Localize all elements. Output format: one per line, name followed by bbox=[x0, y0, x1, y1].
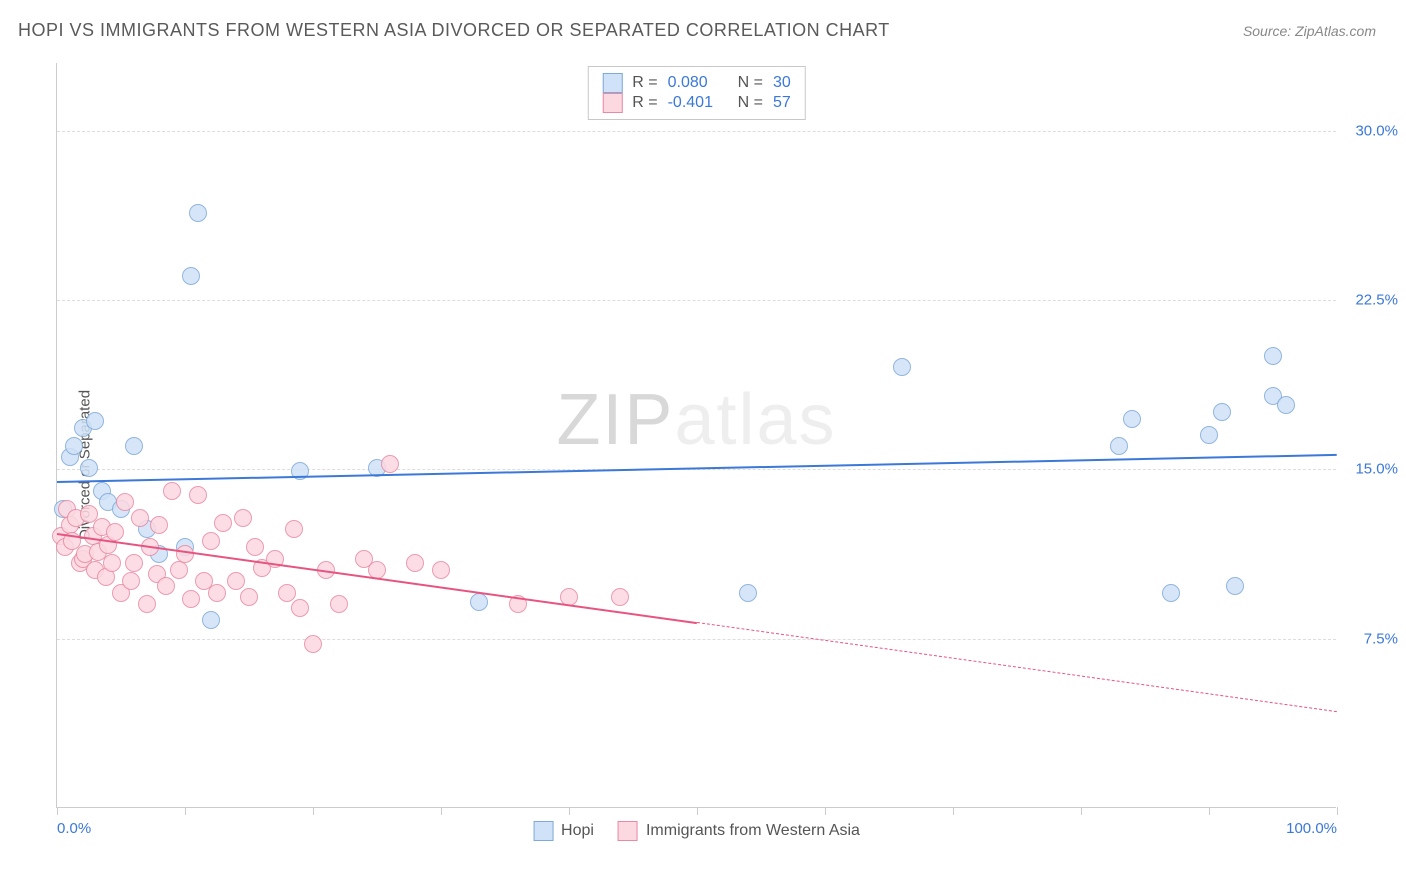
data-point bbox=[381, 455, 399, 473]
data-point bbox=[214, 514, 232, 532]
legend-swatch bbox=[618, 821, 638, 841]
data-point bbox=[189, 204, 207, 222]
y-tick-label: 30.0% bbox=[1355, 122, 1398, 139]
r-label: R = bbox=[632, 74, 657, 92]
x-tick bbox=[57, 807, 58, 815]
data-point bbox=[1264, 347, 1282, 365]
data-point bbox=[125, 554, 143, 572]
gridline bbox=[57, 300, 1336, 301]
data-point bbox=[246, 538, 264, 556]
x-tick bbox=[697, 807, 698, 815]
data-point bbox=[106, 523, 124, 541]
r-label: R = bbox=[632, 94, 657, 112]
data-point bbox=[406, 554, 424, 572]
y-tick-label: 7.5% bbox=[1364, 630, 1398, 647]
r-value: -0.401 bbox=[668, 94, 728, 112]
x-tick bbox=[1209, 807, 1210, 815]
data-point bbox=[131, 509, 149, 527]
data-point bbox=[278, 584, 296, 602]
gridline bbox=[57, 469, 1336, 470]
x-tick bbox=[953, 807, 954, 815]
data-point bbox=[170, 561, 188, 579]
legend-swatch bbox=[602, 93, 622, 113]
bottom-legend: Hopi Immigrants from Western Asia bbox=[533, 821, 860, 841]
data-point bbox=[103, 554, 121, 572]
data-point bbox=[125, 437, 143, 455]
bottom-legend-item: Hopi bbox=[533, 821, 594, 841]
data-point bbox=[240, 588, 258, 606]
x-tick bbox=[441, 807, 442, 815]
x-tick-label: 100.0% bbox=[1286, 820, 1337, 837]
data-point bbox=[1226, 577, 1244, 595]
plot-area: ZIPatlas R =0.080N =30R =-0.401N =57 Hop… bbox=[56, 63, 1336, 808]
legend-label: Hopi bbox=[561, 822, 594, 840]
data-point bbox=[1277, 396, 1295, 414]
x-tick bbox=[1337, 807, 1338, 815]
data-point bbox=[1200, 426, 1218, 444]
data-point bbox=[122, 572, 140, 590]
data-point bbox=[138, 595, 156, 613]
legend-row: R = 0.080 N = 30 bbox=[602, 73, 790, 93]
data-point bbox=[285, 520, 303, 538]
trend-line bbox=[57, 454, 1337, 483]
data-point bbox=[304, 635, 322, 653]
data-point bbox=[116, 493, 134, 511]
data-point bbox=[182, 267, 200, 285]
x-tick bbox=[185, 807, 186, 815]
bottom-legend-item: Immigrants from Western Asia bbox=[618, 821, 860, 841]
data-point bbox=[176, 545, 194, 563]
watermark: ZIPatlas bbox=[556, 379, 836, 461]
data-point bbox=[202, 532, 220, 550]
x-tick bbox=[569, 807, 570, 815]
data-point bbox=[65, 437, 83, 455]
x-tick bbox=[1081, 807, 1082, 815]
n-label: N = bbox=[738, 94, 763, 112]
data-point bbox=[234, 509, 252, 527]
data-point bbox=[470, 593, 488, 611]
data-point bbox=[86, 412, 104, 430]
trend-line bbox=[697, 622, 1337, 712]
data-point bbox=[1213, 403, 1231, 421]
data-point bbox=[157, 577, 175, 595]
gridline bbox=[57, 639, 1336, 640]
x-tick bbox=[313, 807, 314, 815]
x-tick bbox=[825, 807, 826, 815]
legend-label: Immigrants from Western Asia bbox=[646, 822, 860, 840]
legend-row: R = -0.401 N = 57 bbox=[602, 93, 790, 113]
n-value: 30 bbox=[773, 74, 791, 92]
data-point bbox=[163, 482, 181, 500]
chart-wrap: Divorced or Separated ZIPatlas R =0.080N… bbox=[18, 55, 1388, 875]
data-point bbox=[189, 486, 207, 504]
data-point bbox=[893, 358, 911, 376]
chart-title: HOPI VS IMMIGRANTS FROM WESTERN ASIA DIV… bbox=[18, 20, 890, 41]
data-point bbox=[208, 584, 226, 602]
data-point bbox=[1123, 410, 1141, 428]
top-legend: R = 0.080 N = 30 R = -0.401 N = 57 bbox=[587, 66, 805, 120]
data-point bbox=[432, 561, 450, 579]
data-point bbox=[291, 599, 309, 617]
data-point bbox=[739, 584, 757, 602]
y-tick-label: 15.0% bbox=[1355, 461, 1398, 478]
data-point bbox=[80, 459, 98, 477]
data-point bbox=[150, 516, 168, 534]
n-value: 57 bbox=[773, 94, 791, 112]
data-point bbox=[1110, 437, 1128, 455]
y-tick-label: 22.5% bbox=[1355, 292, 1398, 309]
data-point bbox=[611, 588, 629, 606]
header: HOPI VS IMMIGRANTS FROM WESTERN ASIA DIV… bbox=[0, 0, 1406, 51]
legend-swatch bbox=[533, 821, 553, 841]
data-point bbox=[202, 611, 220, 629]
source-label: Source: ZipAtlas.com bbox=[1243, 23, 1376, 39]
data-point bbox=[330, 595, 348, 613]
n-label: N = bbox=[738, 74, 763, 92]
x-tick-label: 0.0% bbox=[57, 820, 91, 837]
data-point bbox=[182, 590, 200, 608]
data-point bbox=[227, 572, 245, 590]
legend-swatch bbox=[602, 73, 622, 93]
r-value: 0.080 bbox=[668, 74, 728, 92]
data-point bbox=[1162, 584, 1180, 602]
gridline bbox=[57, 131, 1336, 132]
